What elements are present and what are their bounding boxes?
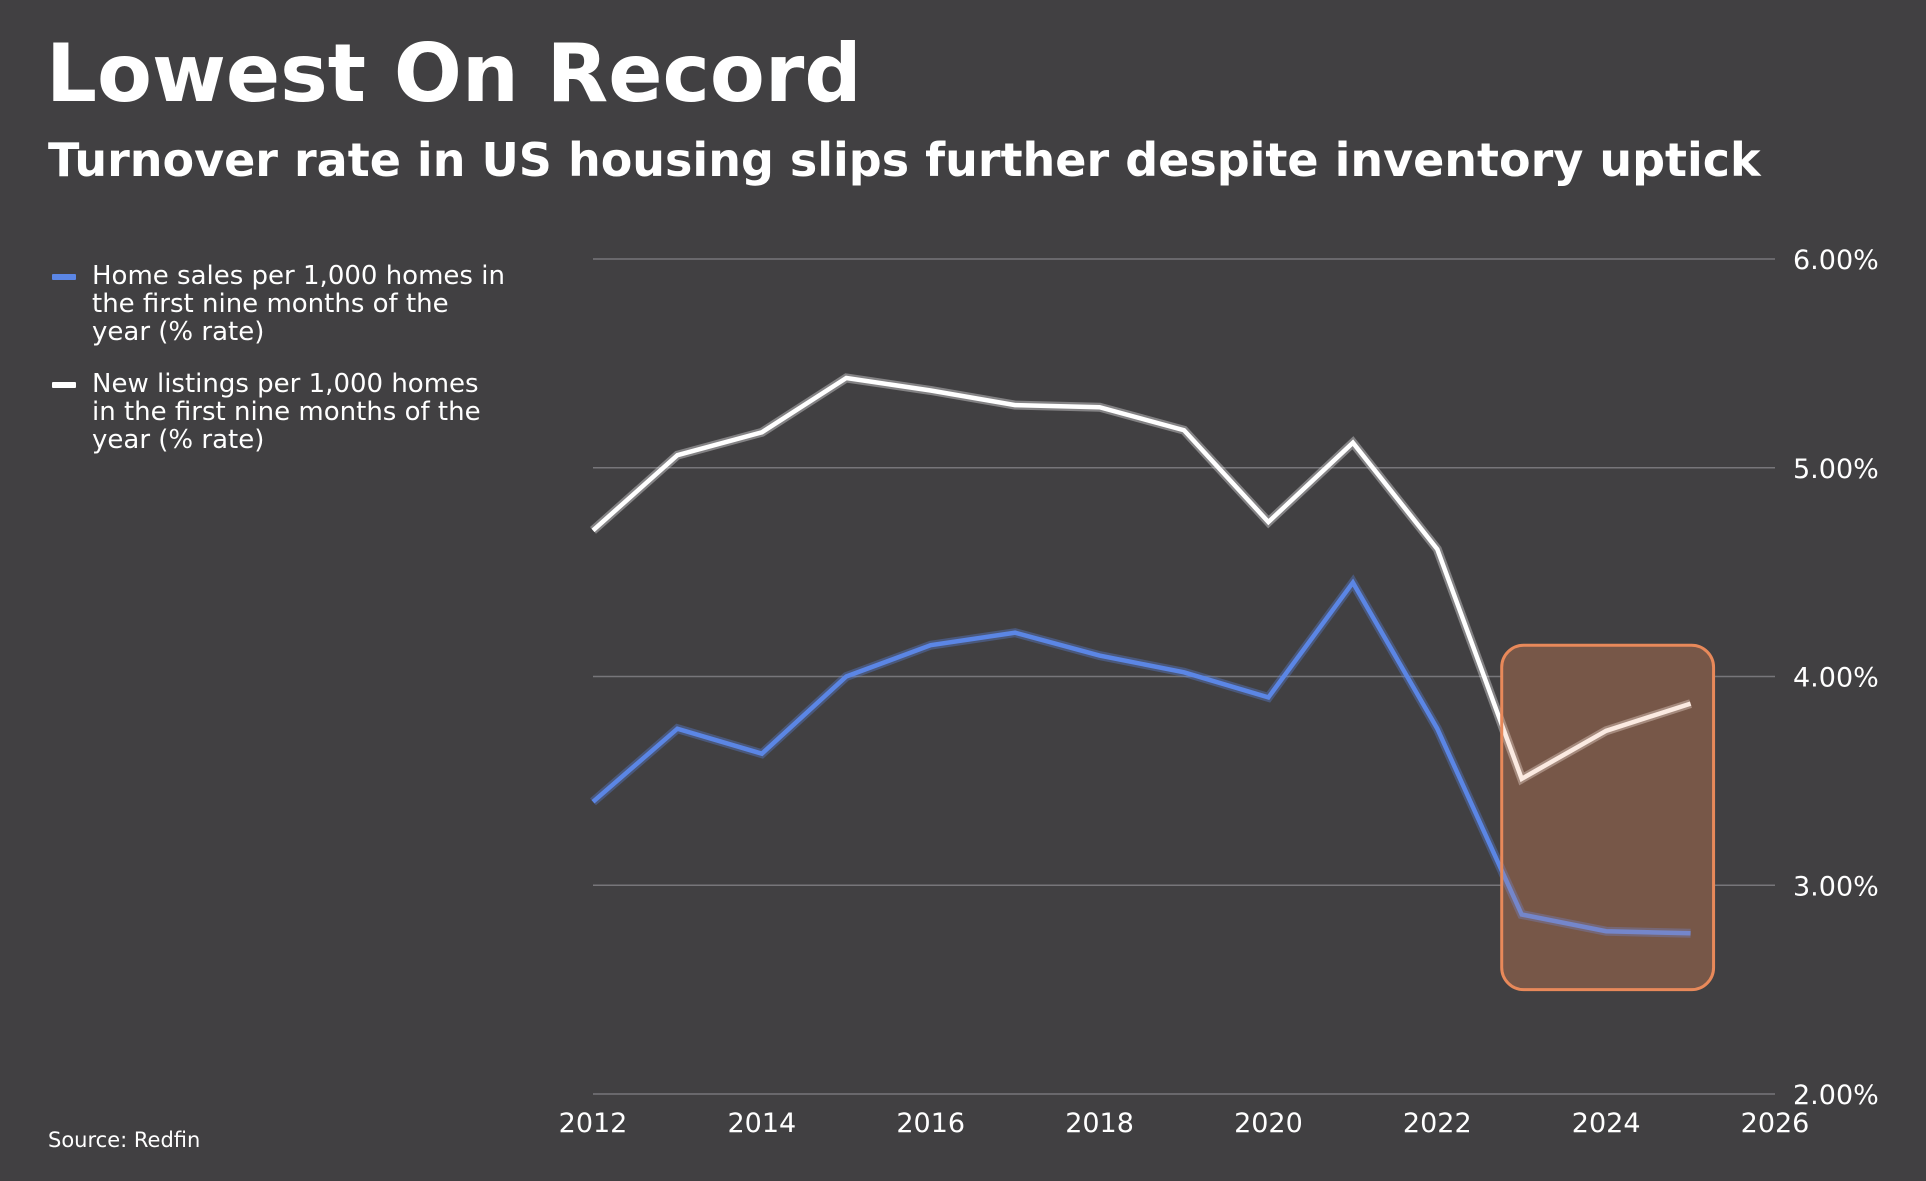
series-line-home_sales: [591, 578, 1691, 936]
y-tick-label: 4.00%: [1793, 663, 1879, 694]
data-point-new_listings: [844, 375, 849, 380]
legend-swatch-home-sales: [52, 274, 76, 280]
data-point-new_listings: [759, 430, 764, 435]
highlight-box-fill: [1501, 645, 1714, 990]
chart-legend: Home sales per 1,000 homes in the first …: [52, 262, 572, 478]
legend-swatch-new-listings: [52, 382, 76, 388]
legend-label-new-listings-line-2: in the first nine months of the: [92, 397, 481, 427]
x-tick-label: 2020: [1234, 1108, 1303, 1139]
source-note: Source: Redfin: [48, 1128, 201, 1152]
highlight-box-border: [1500, 643, 1716, 992]
data-point-new_listings: [1097, 405, 1102, 410]
data-point-home_sales: [844, 674, 849, 679]
data-point-home_sales: [1182, 670, 1187, 675]
x-tick-label: 2014: [727, 1108, 796, 1139]
data-point-home_sales: [928, 643, 933, 648]
x-tick-label: 2012: [559, 1108, 628, 1139]
data-point-home_sales: [591, 799, 596, 804]
x-tick-label: 2022: [1403, 1108, 1472, 1139]
data-point-new_listings: [1182, 428, 1187, 433]
overlay-layer: [1500, 643, 1716, 992]
data-point-home_sales: [1350, 580, 1355, 585]
x-tick-label: 2026: [1741, 1108, 1810, 1139]
x-tick-label: 2024: [1572, 1108, 1641, 1139]
legend-label-home-sales-line-1: Home sales per 1,000 homes in: [92, 261, 505, 291]
legend-label-home-sales-line-2: the first nine months of the: [92, 289, 449, 319]
data-point-new_listings: [928, 388, 933, 393]
data-point-home_sales: [1013, 630, 1018, 635]
y-tick-label: 5.00%: [1793, 454, 1879, 485]
highlight-layer: [1501, 645, 1714, 990]
data-point-new_listings: [591, 528, 596, 533]
data-point-home_sales: [675, 726, 680, 731]
data-point-home_sales: [1435, 726, 1440, 731]
data-point-home_sales: [1266, 695, 1271, 700]
y-tick-label: 3.00%: [1793, 871, 1879, 902]
legend-label-new-listings-line-3: year (% rate): [92, 425, 265, 455]
data-point-new_listings: [1435, 547, 1440, 552]
chart-subtitle: Turnover rate in US housing slips furthe…: [48, 133, 1761, 187]
series-line-new_listings: [591, 375, 1692, 783]
data-point-home_sales: [759, 751, 764, 756]
legend-item-home-sales: Home sales per 1,000 homes in the first …: [52, 262, 572, 346]
chart-title: Lowest On Record: [46, 27, 862, 120]
data-point-new_listings: [1266, 520, 1271, 525]
y-tick-label: 6.00%: [1793, 245, 1879, 276]
y-tick-label: 2.00%: [1793, 1080, 1879, 1111]
data-point-new_listings: [1013, 403, 1018, 408]
legend-label-home-sales-line-3: year (% rate): [92, 317, 265, 347]
data-point-new_listings: [675, 453, 680, 458]
data-point-new_listings: [1350, 440, 1355, 445]
legend-item-new-listings: New listings per 1,000 homes in the firs…: [52, 370, 572, 454]
x-tick-label: 2018: [1065, 1108, 1134, 1139]
legend-label-new-listings-line-1: New listings per 1,000 homes: [92, 369, 479, 399]
data-point-home_sales: [1097, 653, 1102, 658]
series-layer: [590, 373, 1692, 938]
x-tick-label: 2016: [896, 1108, 965, 1139]
axis-layer: 2.00% 3.00% 4.00% 5.00% 6.00% 2012 2014 2016 201…: [559, 245, 1879, 1139]
